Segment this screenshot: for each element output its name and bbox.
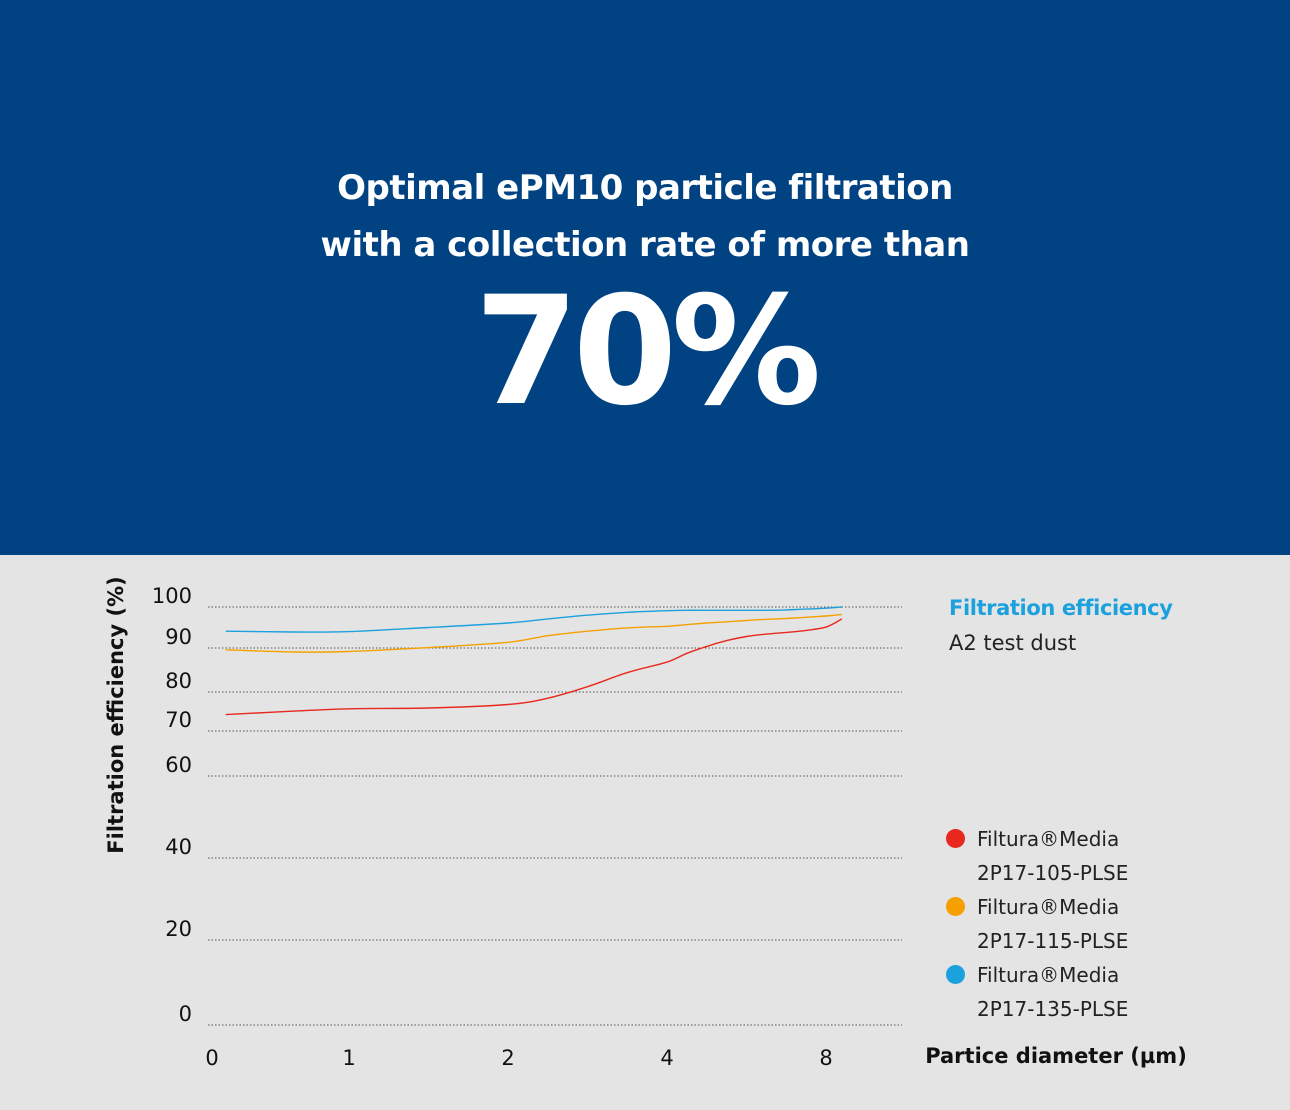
legend-item-135: Filtura®Media 2P17-135-PLSE [946, 958, 1246, 1026]
legend-105-line1: Filtura®Media [977, 827, 1120, 851]
x-tick-label: 2 [501, 1046, 514, 1070]
x-tick-label: 4 [660, 1046, 673, 1070]
y-tick-label: 80 [165, 669, 192, 693]
y-tick-label: 40 [165, 835, 192, 859]
legend-135-line1: Filtura®Media [977, 963, 1120, 987]
series-line-2 [225, 613, 842, 653]
orange-dot-icon [946, 897, 965, 916]
headline-line-1: Optimal ePM10 particle filtration [337, 168, 953, 208]
headline: Optimal ePM10 particle filtration with a… [0, 160, 1290, 274]
legend-item-115: Filtura®Media 2P17-115-PLSE [946, 890, 1246, 958]
legend-115-line1: Filtura®Media [977, 895, 1120, 919]
legend-105-line2: 2P17-105-PLSE [977, 861, 1129, 885]
x-tick-label: 0 [205, 1046, 218, 1070]
side-subtitle: A2 test dust [949, 631, 1077, 655]
legend-135-line2: 2P17-135-PLSE [977, 997, 1129, 1021]
legend: Filtura®Media 2P17-105-PLSE Filtura®Medi… [946, 822, 1246, 1026]
y-axis-label: Filtration efficiency (%) [104, 576, 128, 853]
blue-dot-icon [946, 965, 965, 984]
legend-item-105: Filtura®Media 2P17-105-PLSE [946, 822, 1246, 890]
y-tick-label: 0 [179, 1002, 192, 1026]
x-tick-label: 1 [342, 1046, 355, 1070]
y-tick-label: 90 [165, 625, 192, 649]
efficiency-chart: 0 20 40 60 70 80 90 100 0 1 2 4 8 Filtration effici… [104, 576, 1187, 1070]
series-line-3 [225, 606, 842, 633]
x-axis-label: Partice diameter (µm) [925, 1044, 1187, 1068]
legend-115-line2: 2P17-115-PLSE [977, 929, 1129, 953]
y-tick-label: 100 [152, 584, 192, 608]
headline-line-2: with a collection rate of more than [320, 225, 970, 265]
chart-panel: 0 20 40 60 70 80 90 100 0 1 2 4 8 Filtration effici… [0, 555, 1290, 1110]
red-dot-icon [946, 829, 965, 848]
y-tick-label: 60 [165, 753, 192, 777]
series-line-1 [225, 618, 843, 716]
y-tick-label: 20 [165, 917, 192, 941]
y-tick-label: 70 [165, 708, 192, 732]
hero-banner: Optimal ePM10 particle filtration with a… [0, 0, 1290, 555]
big-percentage: 70% [474, 265, 821, 439]
x-tick-label: 8 [819, 1046, 832, 1070]
side-title: Filtration efficiency [949, 596, 1173, 620]
